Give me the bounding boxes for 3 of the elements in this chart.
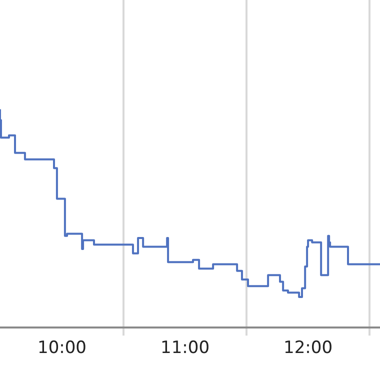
- x-tick-label: 12:00: [284, 338, 333, 358]
- x-tick-label: 11:00: [160, 338, 210, 358]
- x-tick-label: 10:00: [38, 338, 86, 358]
